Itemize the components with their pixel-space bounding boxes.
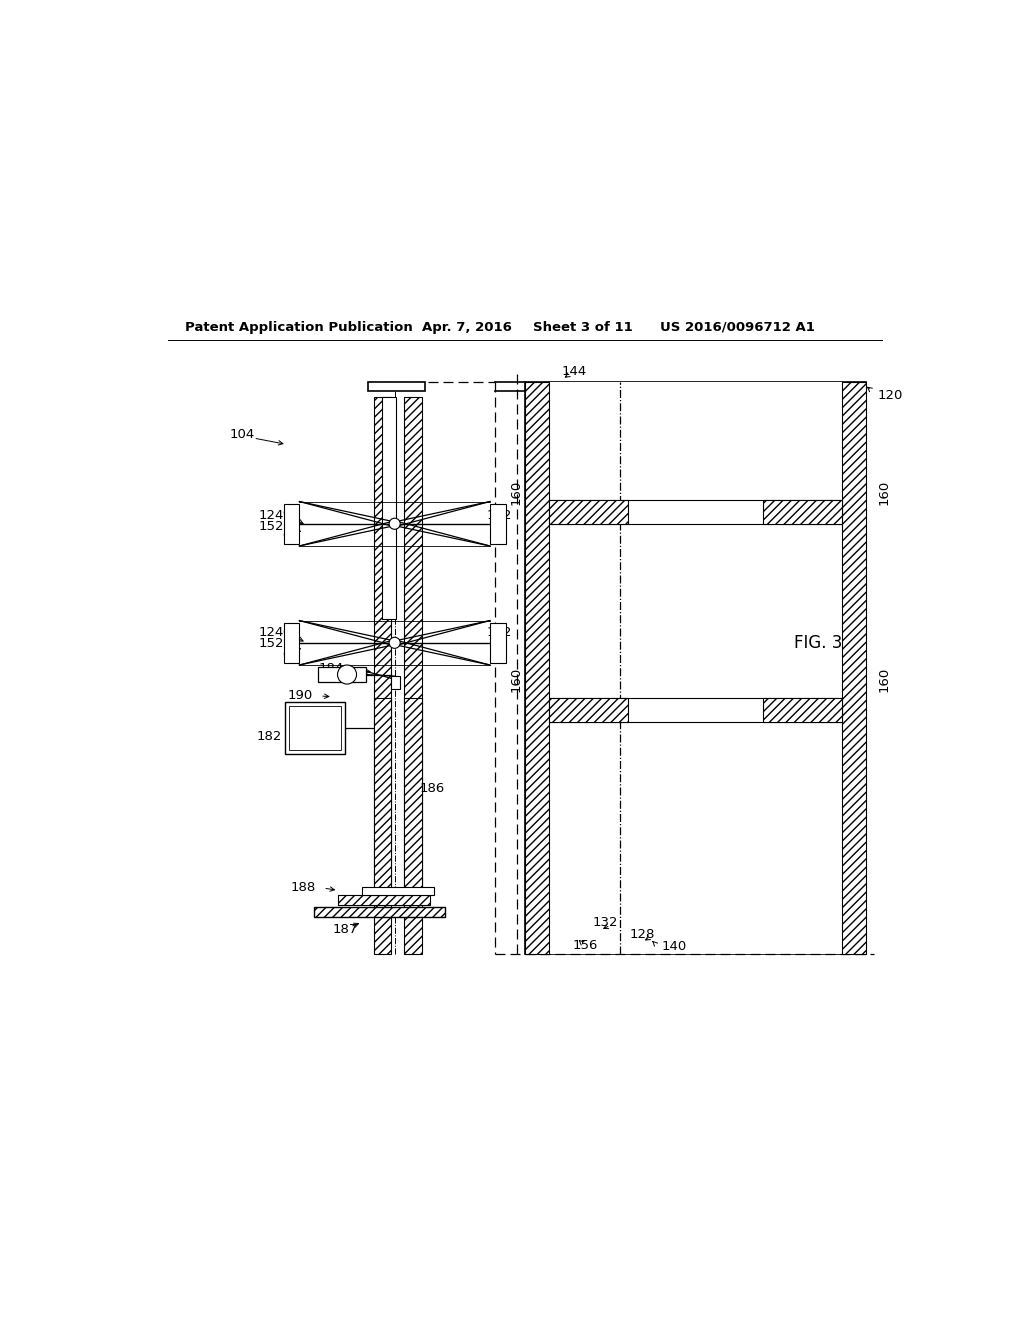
Circle shape xyxy=(285,649,294,659)
Text: 152: 152 xyxy=(259,520,285,533)
Bar xyxy=(289,706,341,750)
Circle shape xyxy=(285,531,294,540)
Text: 187: 187 xyxy=(333,923,358,936)
Text: 152: 152 xyxy=(486,626,512,639)
Text: 188: 188 xyxy=(291,880,316,894)
Circle shape xyxy=(496,649,505,659)
Text: Patent Application Publication: Patent Application Publication xyxy=(185,321,413,334)
Text: 104: 104 xyxy=(229,429,255,441)
Bar xyxy=(549,500,628,524)
Circle shape xyxy=(338,665,356,684)
Bar xyxy=(382,397,396,619)
Text: 182: 182 xyxy=(257,730,282,743)
Bar xyxy=(524,381,549,954)
Circle shape xyxy=(496,531,505,540)
Circle shape xyxy=(285,508,294,517)
Text: 160: 160 xyxy=(509,479,522,504)
Bar xyxy=(763,698,842,722)
Text: 144: 144 xyxy=(561,364,587,378)
Text: 152: 152 xyxy=(259,638,285,649)
Bar xyxy=(524,381,866,954)
Text: 160: 160 xyxy=(509,667,522,692)
Text: 152: 152 xyxy=(486,508,512,521)
Bar xyxy=(338,895,430,904)
Text: 156: 156 xyxy=(572,940,598,953)
Bar xyxy=(404,698,422,900)
Bar xyxy=(549,698,628,722)
Circle shape xyxy=(285,627,294,636)
Bar xyxy=(284,623,299,663)
Text: FIG. 3: FIG. 3 xyxy=(795,634,843,652)
Bar xyxy=(318,667,367,682)
Text: 160: 160 xyxy=(878,667,890,692)
Bar xyxy=(404,397,422,954)
Text: Apr. 7, 2016: Apr. 7, 2016 xyxy=(422,321,512,334)
Text: 140: 140 xyxy=(662,940,686,953)
Bar xyxy=(368,381,425,391)
Bar xyxy=(391,676,400,689)
Bar xyxy=(314,907,445,916)
Text: Sheet 3 of 11: Sheet 3 of 11 xyxy=(532,321,633,334)
Bar xyxy=(842,381,866,954)
Bar xyxy=(489,623,506,663)
Bar xyxy=(285,702,345,754)
Bar xyxy=(391,698,404,900)
Text: 132: 132 xyxy=(593,916,618,929)
Text: 124: 124 xyxy=(259,626,285,639)
Bar xyxy=(284,504,299,544)
Text: 190: 190 xyxy=(288,689,313,702)
Text: 120: 120 xyxy=(878,388,902,401)
Text: 160: 160 xyxy=(878,479,890,504)
Bar xyxy=(489,504,506,544)
Bar xyxy=(374,698,391,900)
Bar xyxy=(374,397,391,954)
Circle shape xyxy=(496,508,505,517)
Circle shape xyxy=(389,519,400,529)
Text: 128: 128 xyxy=(630,928,655,941)
Circle shape xyxy=(496,627,505,636)
Text: 184: 184 xyxy=(318,661,344,675)
Bar xyxy=(362,887,433,895)
Circle shape xyxy=(389,638,400,648)
Bar xyxy=(391,397,404,954)
Bar xyxy=(549,381,842,954)
Bar xyxy=(763,500,842,524)
Text: US 2016/0096712 A1: US 2016/0096712 A1 xyxy=(659,321,814,334)
Text: 124: 124 xyxy=(259,508,285,521)
Text: 186: 186 xyxy=(420,781,445,795)
